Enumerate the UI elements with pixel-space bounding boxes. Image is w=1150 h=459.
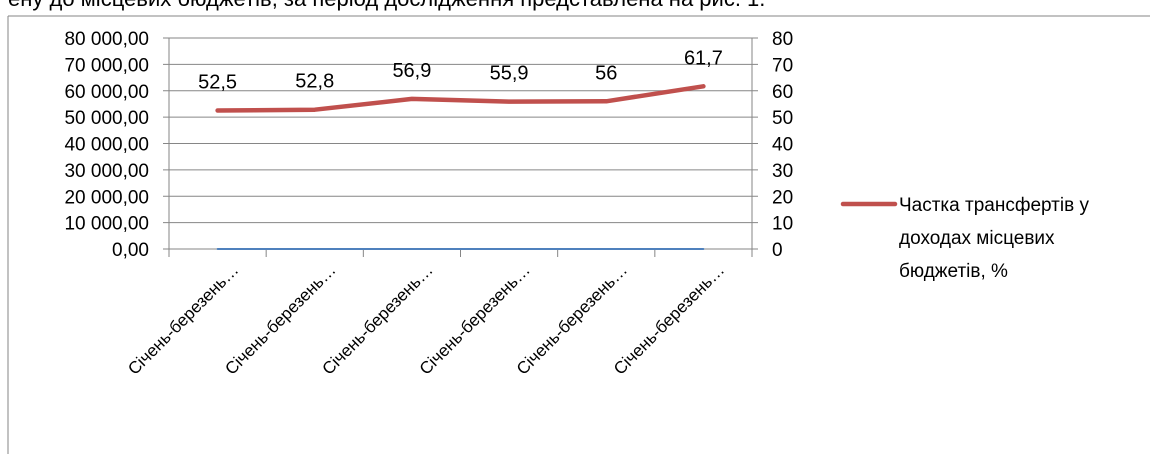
y-right-tick-label: 30 xyxy=(772,161,793,182)
y-right-tick-label: 50 xyxy=(772,108,793,129)
data-label: 52,5 xyxy=(198,72,237,94)
y-right-tick-label: 40 xyxy=(772,135,793,156)
x-category-label: Січень-березень… xyxy=(610,260,728,378)
y-right-tick-label: 70 xyxy=(772,55,793,76)
y-left-tick-label: 60 000,00 xyxy=(64,82,149,103)
legend-label: бюджетів, % xyxy=(899,261,1008,282)
y-left-tick-label: 50 000,00 xyxy=(64,108,149,129)
y-right-tick-label: 20 xyxy=(772,187,793,208)
data-label: 56 xyxy=(595,62,617,84)
y-left-tick-label: 20 000,00 xyxy=(64,187,149,208)
y-left-tick-label: 0,00 xyxy=(112,240,149,261)
transfer-share-line xyxy=(215,84,706,113)
data-label: 61,7 xyxy=(684,47,723,69)
y-left-tick-label: 10 000,00 xyxy=(64,214,149,235)
y-left-tick-label: 70 000,00 xyxy=(64,55,149,76)
legend-label: Частка трансфертів у xyxy=(899,195,1089,216)
y-right-tick-label: 0 xyxy=(772,240,783,261)
data-label: 55,9 xyxy=(490,63,529,85)
data-label: 56,9 xyxy=(392,60,431,82)
header-text: ену до місцевих бюджетів, за період досл… xyxy=(8,0,765,11)
y-right-tick-label: 80 xyxy=(772,29,793,50)
y-left-tick-label: 30 000,00 xyxy=(64,161,149,182)
y-right-tick-label: 10 xyxy=(772,214,793,235)
y-right-tick-label: 60 xyxy=(772,82,793,103)
y-left-tick-label: 40 000,00 xyxy=(64,135,149,156)
y-left-tick-label: 80 000,00 xyxy=(64,29,149,50)
legend-label: доходах місцевих xyxy=(899,228,1055,249)
data-label: 52,8 xyxy=(295,71,334,93)
